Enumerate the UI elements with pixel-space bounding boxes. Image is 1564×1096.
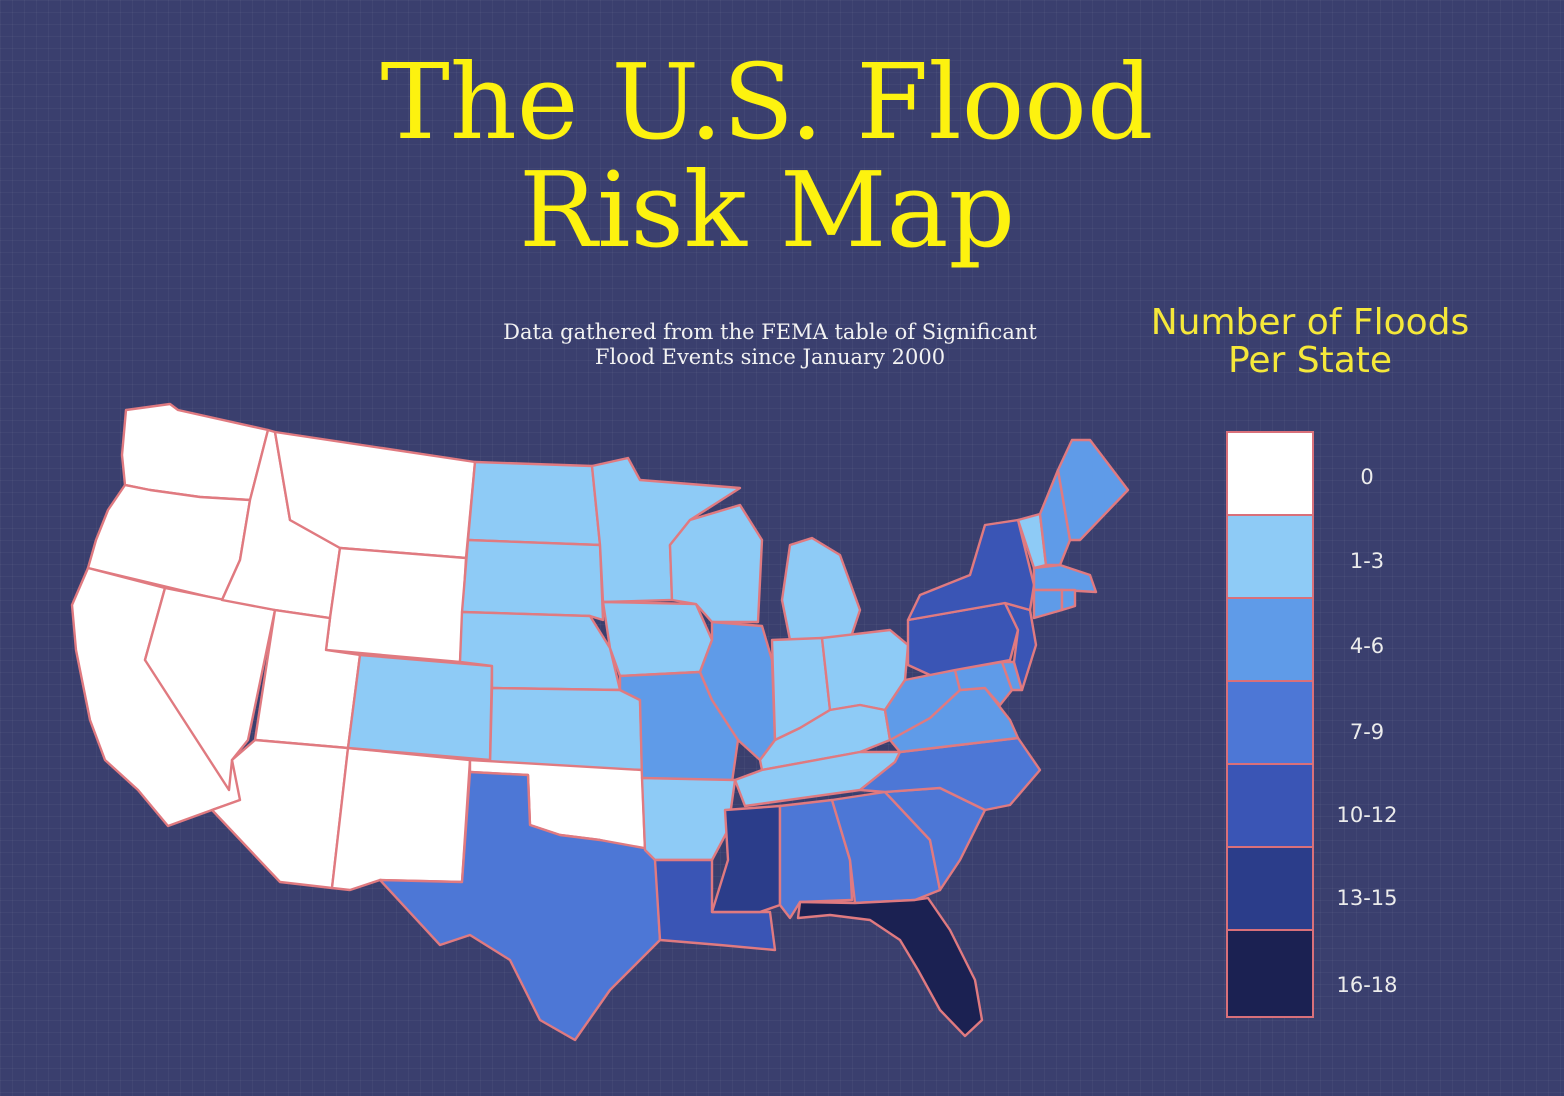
state-WI (668, 503, 764, 624)
legend-swatch-4-6 (1228, 599, 1312, 682)
state-NY (906, 518, 1036, 622)
legend-swatch-13-15 (1228, 848, 1312, 931)
legend-label-4-6: 4-6 (1349, 634, 1385, 658)
state-WY (324, 546, 468, 664)
state-CT (1032, 588, 1064, 620)
legend-swatch-16-18 (1228, 931, 1312, 1016)
legend-label-16-18: 16-18 (1336, 973, 1398, 997)
state-KS (488, 686, 644, 772)
state-IL (698, 620, 777, 762)
legend-label-0: 0 (1360, 465, 1374, 489)
state-TX (378, 770, 662, 1042)
legend-swatch-0 (1228, 433, 1312, 516)
state-WA (120, 402, 270, 502)
state-MA (1032, 563, 1098, 594)
legend-label-7-9: 7-9 (1349, 720, 1385, 744)
legend-label-13-15: 13-15 (1336, 886, 1398, 910)
state-FL (796, 896, 984, 1038)
title-line-1: The U.S. Flood (380, 41, 1154, 163)
map-subtitle: Data gathered from the FEMA table of Sig… (420, 320, 1120, 370)
subtitle-line-1: Data gathered from the FEMA table of Sig… (503, 320, 1037, 344)
title-line-2: Risk Map (518, 149, 1016, 271)
legend-color-scale (1226, 431, 1314, 1018)
legend-title-line-1: Number of Floods (1150, 302, 1470, 343)
state-ND (466, 460, 602, 547)
legend-title: Number of Floods Per State (1120, 304, 1500, 380)
legend-swatch-1-3 (1228, 516, 1312, 599)
map-title: The U.S. Flood Risk Map (0, 48, 1534, 264)
legend-swatch-7-9 (1228, 682, 1312, 765)
state-IA (601, 600, 714, 678)
state-ME (1056, 438, 1130, 542)
subtitle-line-2: Flood Events since January 2000 (594, 345, 946, 369)
state-NC (858, 736, 1042, 812)
state-RI (1060, 588, 1077, 612)
legend-title-line-2: Per State (1227, 340, 1393, 381)
state-AZ (210, 738, 350, 890)
state-SD (460, 538, 605, 622)
state-MI (780, 536, 862, 642)
legend-label-10-12: 10-12 (1336, 803, 1398, 827)
state-LA (653, 858, 777, 952)
state-NM (330, 746, 472, 892)
state-NH (1038, 468, 1072, 567)
legend-swatch-10-12 (1228, 765, 1312, 848)
state-AR (640, 776, 737, 862)
state-CO (346, 653, 494, 762)
legend-label-1-3: 1-3 (1349, 549, 1385, 573)
